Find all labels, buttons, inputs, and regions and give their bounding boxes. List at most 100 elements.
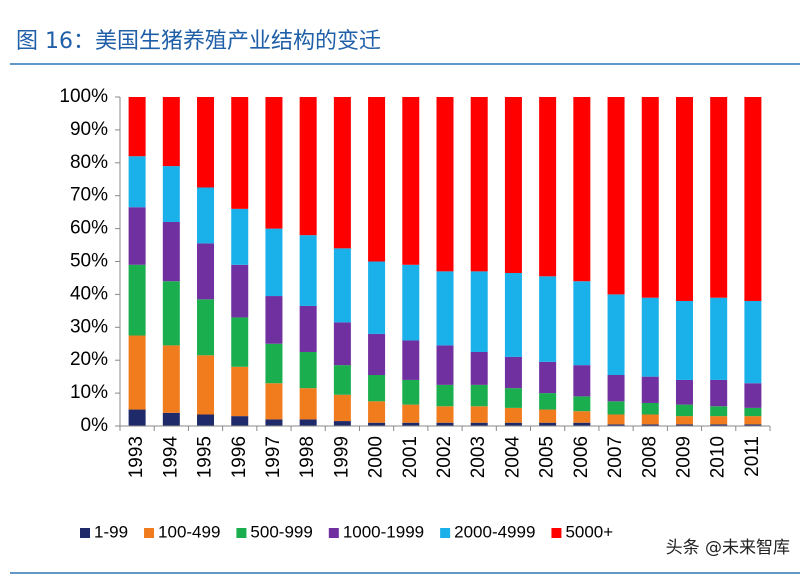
bar-segment	[573, 365, 591, 397]
y-tick-label: 90%	[70, 119, 108, 140]
bar-segment	[333, 421, 351, 426]
bar-segment	[197, 187, 215, 244]
bar-segment	[333, 322, 351, 366]
bar-segment	[368, 261, 386, 334]
bar-segment	[710, 379, 728, 407]
bar-segment	[710, 406, 728, 417]
bar-segment	[539, 422, 557, 426]
bar-segment	[470, 351, 488, 385]
x-tick-label: 2009	[673, 436, 694, 478]
bar-segment	[197, 97, 215, 188]
bar-segment	[402, 97, 420, 265]
bar-segment	[128, 264, 146, 336]
bar-segment	[744, 407, 762, 417]
bar-segment	[675, 97, 693, 301]
bar-segment	[573, 97, 591, 282]
bar-segment	[573, 422, 591, 426]
bar-segment	[710, 297, 728, 380]
x-tick-label: 2005	[537, 436, 558, 478]
bar-segment	[607, 401, 625, 415]
legend-label: 1000-1999	[343, 522, 424, 541]
bar-segment	[504, 356, 522, 389]
y-tick-label: 70%	[70, 185, 108, 206]
bar-segment	[607, 424, 625, 426]
legend-swatch	[144, 528, 155, 538]
bar-segment	[162, 222, 180, 282]
bar-segment	[607, 97, 625, 295]
legend-swatch	[440, 528, 451, 538]
bar-segment	[265, 419, 283, 426]
bar-segment	[333, 394, 351, 422]
bar-segment	[607, 294, 625, 376]
legend-label: 500-999	[250, 522, 312, 541]
bar-segment	[436, 406, 454, 423]
y-tick-label: 100%	[59, 86, 108, 107]
bar-segment	[402, 422, 420, 426]
bar-segment	[436, 97, 454, 272]
y-tick-label: 50%	[70, 251, 108, 272]
bar-segment	[265, 343, 283, 384]
watermark: 头条 @未来智库	[666, 538, 790, 558]
bar-segment	[539, 393, 557, 410]
bar-segment	[744, 416, 762, 425]
bar-segment	[573, 411, 591, 423]
bar-segment	[231, 317, 249, 367]
bar-segment	[744, 97, 762, 301]
x-tick-label: 2000	[366, 436, 387, 478]
bar-segment	[333, 97, 351, 249]
y-tick-label: 30%	[70, 316, 108, 337]
bar-segment	[162, 166, 180, 223]
bar-segment	[607, 375, 625, 402]
y-tick-label: 0%	[81, 415, 109, 436]
bar-segment	[197, 243, 215, 300]
bar-segment	[675, 300, 693, 380]
y-tick-label: 10%	[70, 382, 108, 403]
x-tick-label: 2002	[434, 436, 455, 478]
bar-segment	[470, 271, 488, 352]
bar-segment	[231, 416, 249, 426]
bar-segment	[470, 384, 488, 407]
bar-segment	[641, 97, 659, 298]
bar-segment	[197, 355, 215, 415]
x-tick-label: 2001	[400, 436, 421, 478]
bar-segment	[504, 388, 522, 408]
bar-segment	[641, 424, 659, 426]
bar-segment	[641, 376, 659, 403]
bar-segment	[299, 351, 317, 389]
x-tick-label: 2011	[742, 436, 763, 477]
bar-segment	[128, 156, 146, 208]
y-tick-label: 40%	[70, 283, 108, 304]
x-tick-label: 1999	[331, 436, 352, 478]
bar-segment	[744, 300, 762, 384]
bar-segment	[436, 345, 454, 385]
bar-segment	[504, 422, 522, 426]
legend-label: 5000+	[565, 522, 613, 541]
bar-segment	[299, 388, 317, 420]
legend-swatch	[328, 528, 339, 538]
bar-segment	[675, 424, 693, 426]
bar-segment	[504, 407, 522, 423]
bar-segment	[607, 414, 625, 425]
bar-segment	[197, 299, 215, 356]
bar-segment	[744, 383, 762, 408]
x-tick-label: 1993	[126, 436, 147, 478]
x-tick-label: 2004	[502, 436, 523, 479]
bar-segment	[402, 404, 420, 423]
bar-segment	[368, 333, 386, 376]
bar-segment	[265, 383, 283, 420]
bar-segment	[539, 97, 557, 277]
bar-segment	[436, 384, 454, 407]
bar-segment	[265, 296, 283, 344]
legend-label: 1-99	[94, 522, 128, 541]
bar-segment	[128, 409, 146, 426]
bar-segment	[333, 248, 351, 323]
bar-segment	[675, 379, 693, 405]
bar-segment	[299, 235, 317, 306]
bar-segment	[299, 305, 317, 352]
x-tick-label: 1997	[263, 436, 284, 478]
bar-segment	[299, 97, 317, 236]
legend-swatch	[551, 528, 562, 538]
y-tick-label: 20%	[70, 349, 108, 370]
chart-title: 图 16：美国生猪养殖产业结构的变迁	[16, 29, 381, 54]
